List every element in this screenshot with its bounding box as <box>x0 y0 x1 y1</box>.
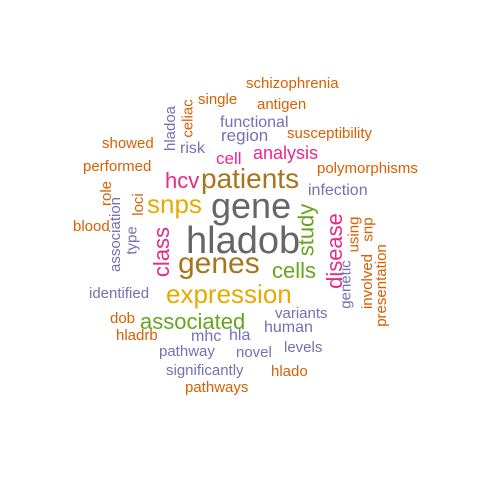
word-schizophrenia: schizophrenia <box>246 75 339 92</box>
word-hladrb: hladrb <box>116 327 158 344</box>
word-genetic: genetic <box>337 260 355 309</box>
word-susceptibility: susceptibility <box>287 125 373 142</box>
word-cells: cells <box>272 258 317 283</box>
word-association: association <box>107 196 125 273</box>
word-role: role <box>98 180 116 207</box>
word-gene: gene <box>211 185 292 226</box>
word-variants: variants <box>275 305 328 322</box>
word-snp: snp <box>359 217 377 242</box>
word-analysis: analysis <box>253 143 319 163</box>
word-significantly: significantly <box>166 362 244 379</box>
word-dob: dob <box>110 310 136 327</box>
word-pathways: pathways <box>185 379 249 396</box>
word-showed: showed <box>102 135 154 152</box>
word-infection: infection <box>308 182 368 199</box>
word-expression: expression <box>166 279 292 309</box>
word-celiac: celiac <box>179 99 197 138</box>
word-polymorphisms: polymorphisms <box>317 160 418 177</box>
word-genes: genes <box>178 247 260 280</box>
word-region: region <box>221 126 269 145</box>
word-human: human <box>264 319 313 336</box>
word-associated: associated <box>140 309 246 334</box>
word-identified: identified <box>89 285 150 302</box>
word-antigen: antigen <box>257 96 307 113</box>
word-single: single <box>198 91 238 108</box>
word-presentation: presentation <box>372 244 390 327</box>
word-risk: risk <box>180 140 205 157</box>
word-hcv: hcv <box>165 168 200 193</box>
word-cell: cell <box>216 149 242 168</box>
word-mhc: mhc <box>191 328 222 345</box>
word-blood: blood <box>73 218 110 235</box>
word-hla: hla <box>229 327 251 344</box>
word-type: type <box>123 226 141 255</box>
word-patients: patients <box>201 163 300 194</box>
word-functional: functional <box>220 114 289 131</box>
word-novel: novel <box>236 344 272 361</box>
word-loci: loci <box>129 193 147 216</box>
word-hladob: hladob <box>186 220 301 262</box>
word-hlado: hlado <box>271 363 308 380</box>
word-performed: performed <box>83 158 152 175</box>
word-class: class <box>149 226 175 278</box>
word-hladoa: hladoa <box>162 105 180 152</box>
word-snps: snps <box>147 189 202 219</box>
word-levels: levels <box>284 339 323 356</box>
word-pathway: pathway <box>159 343 215 360</box>
word-study: study <box>293 203 319 257</box>
